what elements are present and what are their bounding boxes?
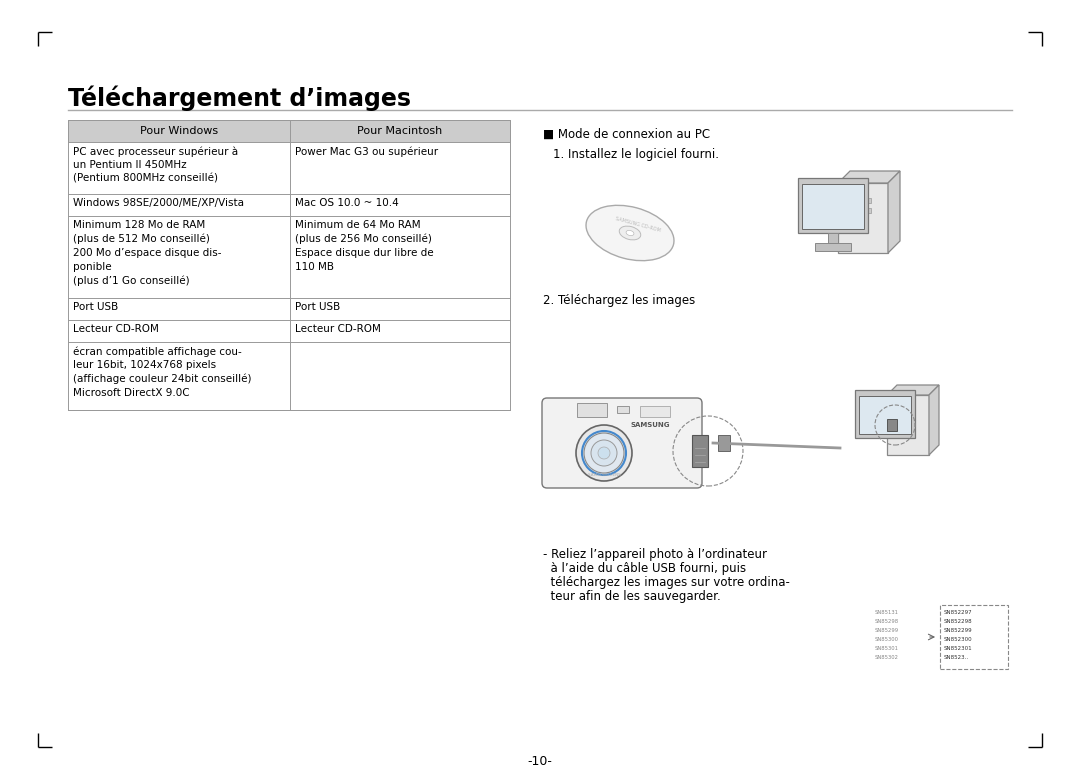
Text: SN85131: SN85131 (875, 610, 899, 615)
Text: à l’aide du câble USB fourni, puis: à l’aide du câble USB fourni, puis (543, 562, 746, 575)
Bar (843, 208, 870, 213)
Polygon shape (838, 171, 900, 183)
Text: Minimum de 64 Mo RAM
(plus de 256 Mo conseillé)
Espace disque dur libre de
110 M: Minimum de 64 Mo RAM (plus de 256 Mo con… (295, 220, 434, 272)
Text: 2. Téléchargez les images: 2. Téléchargez les images (543, 294, 696, 307)
Text: - Reliez l’appareil photo à l’ordinateur: - Reliez l’appareil photo à l’ordinateur (543, 548, 767, 561)
Bar (828, 233, 838, 243)
Text: téléchargez les images sur votre ordina-: téléchargez les images sur votre ordina- (543, 576, 789, 589)
FancyBboxPatch shape (855, 390, 915, 438)
Text: Port USB: Port USB (295, 302, 340, 312)
Bar (887, 419, 897, 431)
Bar (617, 406, 629, 413)
Circle shape (591, 440, 617, 466)
Bar (577, 403, 607, 417)
Text: SN852299: SN852299 (944, 628, 973, 633)
Text: -10-: -10- (527, 755, 553, 768)
Circle shape (576, 425, 632, 481)
Text: SN852298: SN852298 (944, 619, 973, 624)
Text: SAMSUNG: SAMSUNG (631, 422, 670, 428)
Text: écran compatible affichage cou-
leur 16bit, 1024x768 pixels
(affichage couleur 2: écran compatible affichage cou- leur 16b… (73, 346, 252, 398)
Text: SN852300: SN852300 (944, 637, 973, 642)
Text: SAMSUNG LENS: SAMSUNG LENS (588, 473, 620, 477)
Text: SN85300: SN85300 (875, 637, 899, 642)
Bar (859, 396, 912, 434)
FancyBboxPatch shape (887, 395, 929, 455)
Text: SN85302: SN85302 (875, 655, 899, 660)
Text: Pour Windows: Pour Windows (140, 126, 218, 136)
Bar (843, 198, 870, 203)
FancyBboxPatch shape (838, 183, 888, 253)
Ellipse shape (626, 231, 634, 235)
Bar (692, 435, 708, 467)
Text: Lecteur CD-ROM: Lecteur CD-ROM (295, 324, 381, 334)
Polygon shape (888, 171, 900, 253)
Bar (68, 120, 510, 410)
Text: SN852297: SN852297 (944, 610, 973, 615)
Text: SN85298: SN85298 (875, 619, 900, 624)
Text: SAMSUNG CD-ROM: SAMSUNG CD-ROM (615, 217, 661, 234)
Text: SN85299: SN85299 (875, 628, 900, 633)
Ellipse shape (586, 206, 674, 261)
Bar (815, 243, 851, 251)
Text: Minimum 128 Mo de RAM
(plus de 512 Mo conseillé)
200 Mo d’espace disque dis-
pon: Minimum 128 Mo de RAM (plus de 512 Mo co… (73, 220, 221, 286)
Text: Mac OS 10.0 ~ 10.4: Mac OS 10.0 ~ 10.4 (295, 198, 399, 208)
Text: teur afin de les sauvegarder.: teur afin de les sauvegarder. (543, 590, 720, 603)
Text: Windows 98SE/2000/ME/XP/Vista: Windows 98SE/2000/ME/XP/Vista (73, 198, 244, 208)
Text: SN85301: SN85301 (875, 646, 899, 651)
Circle shape (584, 433, 624, 473)
Text: Pour Macintosh: Pour Macintosh (357, 126, 443, 136)
Text: PC avec processeur supérieur à
un Pentium II 450MHz
(Pentium 800MHz conseillé): PC avec processeur supérieur à un Pentiu… (73, 146, 238, 184)
Bar (718, 435, 730, 451)
Text: Lecteur CD-ROM: Lecteur CD-ROM (73, 324, 159, 334)
Polygon shape (887, 385, 939, 395)
FancyBboxPatch shape (542, 398, 702, 488)
Text: ■ Mode de connexion au PC: ■ Mode de connexion au PC (543, 128, 711, 141)
Bar (802, 184, 864, 229)
FancyBboxPatch shape (798, 178, 868, 233)
Polygon shape (929, 385, 939, 455)
Text: Power Mac G3 ou supérieur: Power Mac G3 ou supérieur (295, 146, 438, 157)
Text: SN852301: SN852301 (944, 646, 973, 651)
Text: Téléchargement d’images: Téléchargement d’images (68, 85, 411, 111)
Text: SN8523..: SN8523.. (944, 655, 969, 660)
Bar (68, 120, 510, 142)
Ellipse shape (619, 226, 640, 240)
Text: Port USB: Port USB (73, 302, 118, 312)
Circle shape (598, 447, 610, 459)
Bar (640, 406, 670, 417)
Text: 1. Installez le logiciel fourni.: 1. Installez le logiciel fourni. (553, 148, 719, 161)
